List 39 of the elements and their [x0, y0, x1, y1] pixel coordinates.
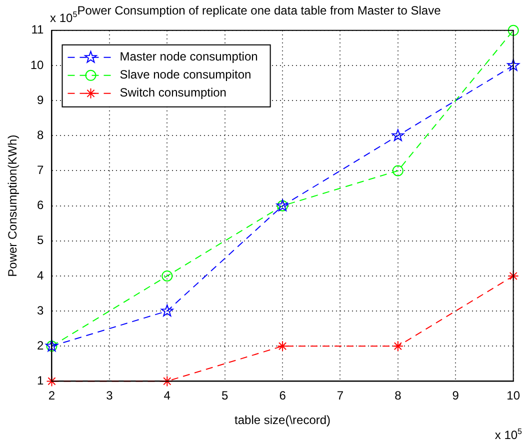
point [160, 304, 174, 316]
point [277, 340, 288, 352]
x-axis-title: table size(\record) [234, 413, 331, 428]
y-axis-title: Power Consumption(KWh) [6, 134, 20, 277]
y-tick-label: 8 [37, 128, 44, 142]
point [392, 340, 404, 352]
point [392, 129, 404, 141]
y-tick-label: 3 [37, 303, 44, 318]
point [162, 376, 173, 387]
y-tick-label: 6 [37, 198, 44, 212]
y-tick-label: 5 [37, 233, 44, 248]
y-tick-label: 7 [37, 163, 44, 178]
y-tick-label: 4 [37, 268, 44, 282]
y-tick-label: 9 [37, 92, 44, 107]
x-tick-label: 2 [48, 388, 56, 403]
point [46, 376, 58, 387]
point [508, 270, 519, 282]
x-tick-label: 7 [336, 388, 344, 403]
x-tick-label: 6 [279, 388, 286, 403]
legend-label: Slave node consumpiton [120, 68, 252, 82]
x-tick-label: 4 [164, 388, 171, 403]
x-tick-label: 10 [506, 388, 520, 403]
text: x 10$^{5}$ [50, 10, 78, 25]
x-tick-label: 8 [394, 388, 402, 403]
y-tick-label: 2 [37, 338, 44, 352]
y-tick-label: 11 [31, 22, 44, 37]
point [392, 165, 404, 176]
y-tick-label: 10 [30, 58, 44, 72]
point [162, 270, 173, 282]
x-tick-label: 3 [106, 388, 114, 403]
point [507, 58, 520, 71]
y-tick-label: 1 [37, 374, 44, 388]
legend-label: Switch consumption [120, 86, 226, 100]
text: x 10$^{5}$ [494, 427, 522, 442]
x-tick-label: 9 [452, 388, 460, 403]
x-tick-label: 5 [221, 388, 228, 403]
chart-title: Power Consumption of replicate one data table from Master to Slave [77, 4, 442, 18]
point [508, 24, 519, 36]
legend-label: Master node consumption [120, 50, 258, 64]
